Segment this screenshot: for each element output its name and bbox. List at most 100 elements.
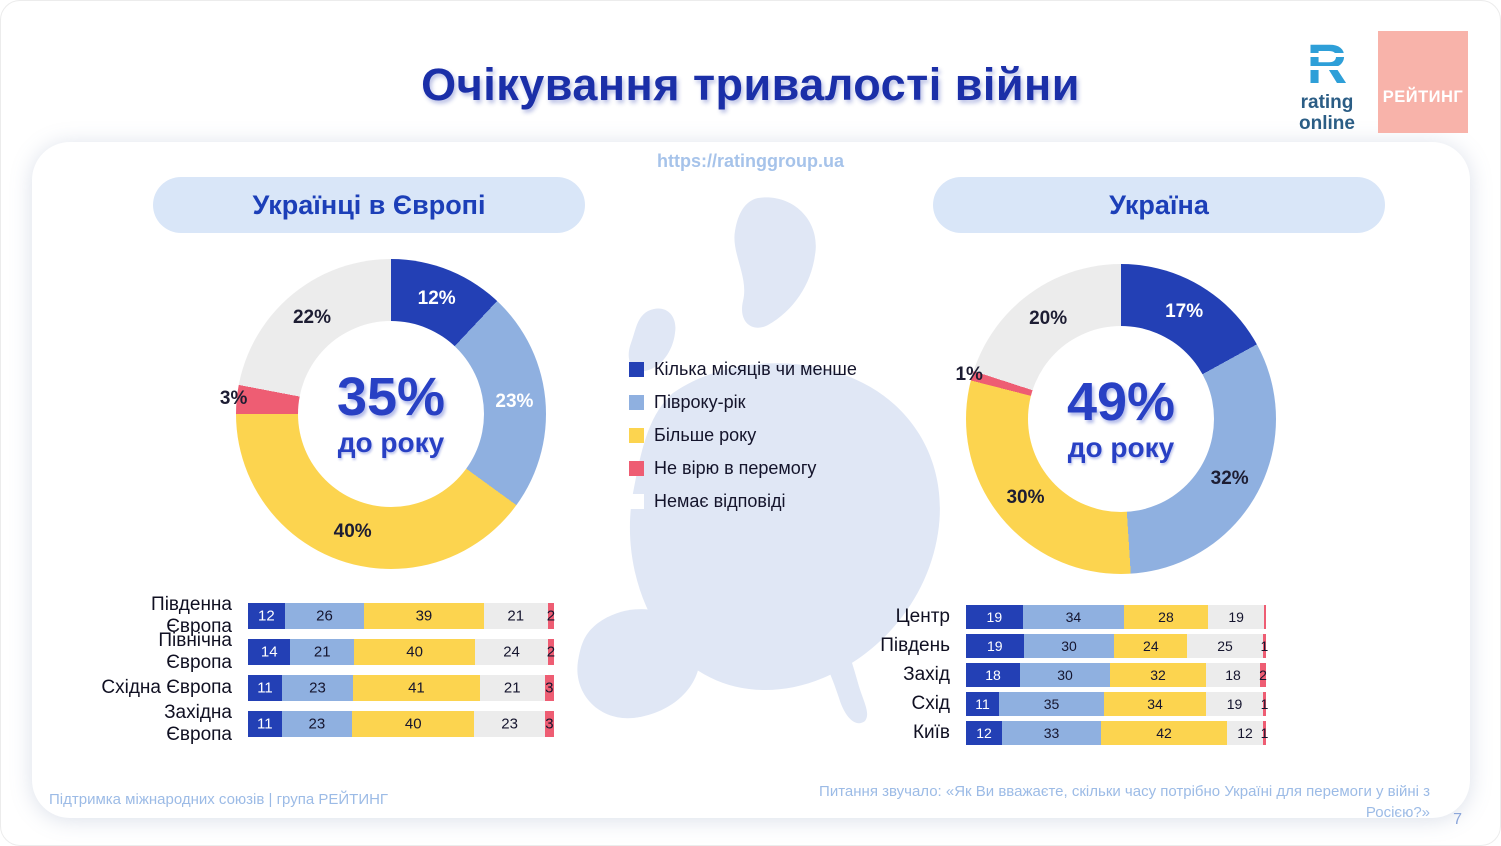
bar-segment: 32: [1110, 663, 1206, 687]
bar-row: Захід 18 30 32 18 2: [824, 663, 1284, 687]
bar-segment: [1264, 605, 1266, 629]
panel-title-ukraine: Україна: [933, 177, 1385, 233]
bar-row: Західна Європа 11 23 40 23 3: [96, 702, 576, 745]
bar-row-label: Схід: [911, 693, 950, 714]
bar-segment: 19: [966, 634, 1024, 658]
bar-row: Київ 12 33 42 12 1: [824, 721, 1284, 745]
bar-track: 12 26 39 21 2: [248, 603, 556, 629]
rating-online-logo-glyph: R: [1295, 35, 1359, 93]
bar-segment-value: 39: [415, 607, 433, 625]
bar-segment-value: 2: [1259, 667, 1267, 683]
bar-chart-ukraine: Центр 19 34 28 19 Південь 19 30 24 25 1 Захід 18 30 32…: [824, 605, 1284, 750]
bar-segment-value: 18: [985, 667, 1001, 683]
bar-segment: 11: [248, 675, 282, 701]
bar-segment-value: 25: [1217, 638, 1233, 654]
donut-slice-label: 22%: [292, 307, 331, 329]
bar-row-label: Західна Європа: [164, 702, 232, 745]
legend-marker: [629, 494, 644, 509]
europe-map-background: [577, 197, 940, 724]
bar-segment: 35: [999, 692, 1104, 716]
donut-hole: 49% до року: [1028, 326, 1214, 512]
legend-marker: [629, 461, 644, 476]
bar-segment: 24: [475, 639, 548, 665]
bar-segment: 2: [547, 639, 555, 665]
donut-center-label: до року: [337, 426, 445, 458]
bar-segment-value: 19: [986, 609, 1003, 625]
bar-segment-value: 11: [257, 715, 273, 733]
bar-segment-value: 23: [309, 679, 326, 697]
bar-segment: 23: [474, 711, 545, 737]
bar-segment-value: 2: [546, 607, 556, 625]
bar-segment: 34: [1104, 692, 1206, 716]
donut-slice-label: 1%: [955, 363, 983, 385]
bar-segment: 19: [1206, 692, 1263, 716]
donut-hole: 35% до року: [298, 321, 484, 507]
bar-row-label: Південь: [880, 635, 950, 656]
bar-segment: 2: [1259, 663, 1267, 687]
bar-segment-value: 12: [1237, 725, 1253, 741]
bar-chart-europe: Південна Європа 12 26 39 21 2 Північна Європа 1…: [96, 594, 576, 747]
bar-segment: 40: [352, 711, 475, 737]
bar-segment-value: 3: [545, 715, 554, 733]
bar-segment-value: 24: [503, 643, 520, 661]
glyph-stripe: [1301, 53, 1353, 57]
bar-segment-value: 26: [316, 607, 333, 625]
bar-track: 11 35 34 19 1: [966, 692, 1269, 716]
bar-segment-value: 1: [1260, 638, 1269, 654]
legend-marker: [629, 362, 644, 377]
bar-row-label: Східна Європа: [101, 677, 232, 698]
bar-segment-value: 1: [1260, 696, 1269, 712]
bar-row: Схід 11 35 34 19 1: [824, 692, 1284, 716]
bar-track: 11 23 41 21 3: [248, 675, 554, 701]
rating-badge-logo: РЕЙТИНГ: [1378, 31, 1468, 133]
bar-segment: 2: [546, 603, 556, 629]
bar-segment: 1: [1260, 692, 1269, 716]
donut-slice-label: 32%: [1210, 467, 1249, 489]
bar-segment-value: 18: [1225, 667, 1241, 683]
bar-segment-value: 14: [260, 643, 278, 661]
bar-track: 18 30 32 18 2: [966, 663, 1267, 687]
bar-segment: 42: [1101, 721, 1227, 745]
bar-segment-value: 19: [1228, 609, 1244, 625]
rating-online-glyph-letter: R: [1306, 32, 1348, 95]
bar-segment-value: 11: [257, 679, 273, 697]
bar-segment: 12: [1227, 721, 1263, 745]
footer-left: Підтримка міжнародних союзів | група РЕЙ…: [49, 791, 389, 808]
bar-segment: 24: [1114, 634, 1188, 658]
bar-segment: 26: [284, 603, 365, 629]
bar-segment: 14: [248, 639, 291, 665]
legend-label: Не вірю в перемогу: [654, 458, 817, 478]
legend-label: Немає відповіді: [654, 491, 786, 511]
bar-row-label: Північна Європа: [158, 630, 232, 673]
bar-segment: 12: [966, 721, 1002, 745]
bar-segment: 3: [544, 711, 554, 737]
bar-segment: 41: [353, 675, 480, 701]
donut-slice-label: 23%: [495, 391, 534, 413]
bar-segment-value: 12: [976, 725, 992, 741]
rating-online-logo-text-line2: online: [1299, 112, 1355, 134]
bar-segment-value: 24: [1143, 638, 1159, 654]
bar-segment-value: 19: [1226, 696, 1243, 712]
bar-segment-value: 21: [507, 607, 525, 625]
bar-segment: 19: [1207, 605, 1265, 629]
site-url: https://ratinggroup.ua: [657, 151, 844, 171]
donut-slice-label: 30%: [1006, 487, 1045, 509]
bar-segment: 21: [290, 639, 355, 665]
bar-segment-value: 3: [545, 679, 554, 697]
bar-segment: 12: [248, 603, 285, 629]
bar-segment: 40: [354, 639, 476, 665]
bar-segment-value: 33: [1043, 725, 1060, 741]
legend: Кілька місяців чи менше Півроку-рік Більше…: [629, 353, 857, 518]
bar-segment: 19: [966, 605, 1023, 629]
donut-slice-label: 12%: [417, 287, 456, 309]
bar-track: 19 34 28 19: [966, 605, 1266, 629]
legend-marker: [629, 428, 644, 443]
bar-segment: 1: [1260, 634, 1269, 658]
bar-segment-value: 40: [406, 643, 423, 661]
bar-segment: 3: [544, 675, 554, 701]
bar-segment-value: 21: [313, 643, 331, 661]
bar-segment: 28: [1124, 605, 1208, 629]
legend-item: Не вірю в перемогу: [629, 452, 857, 485]
bar-segment: 23: [281, 675, 354, 701]
